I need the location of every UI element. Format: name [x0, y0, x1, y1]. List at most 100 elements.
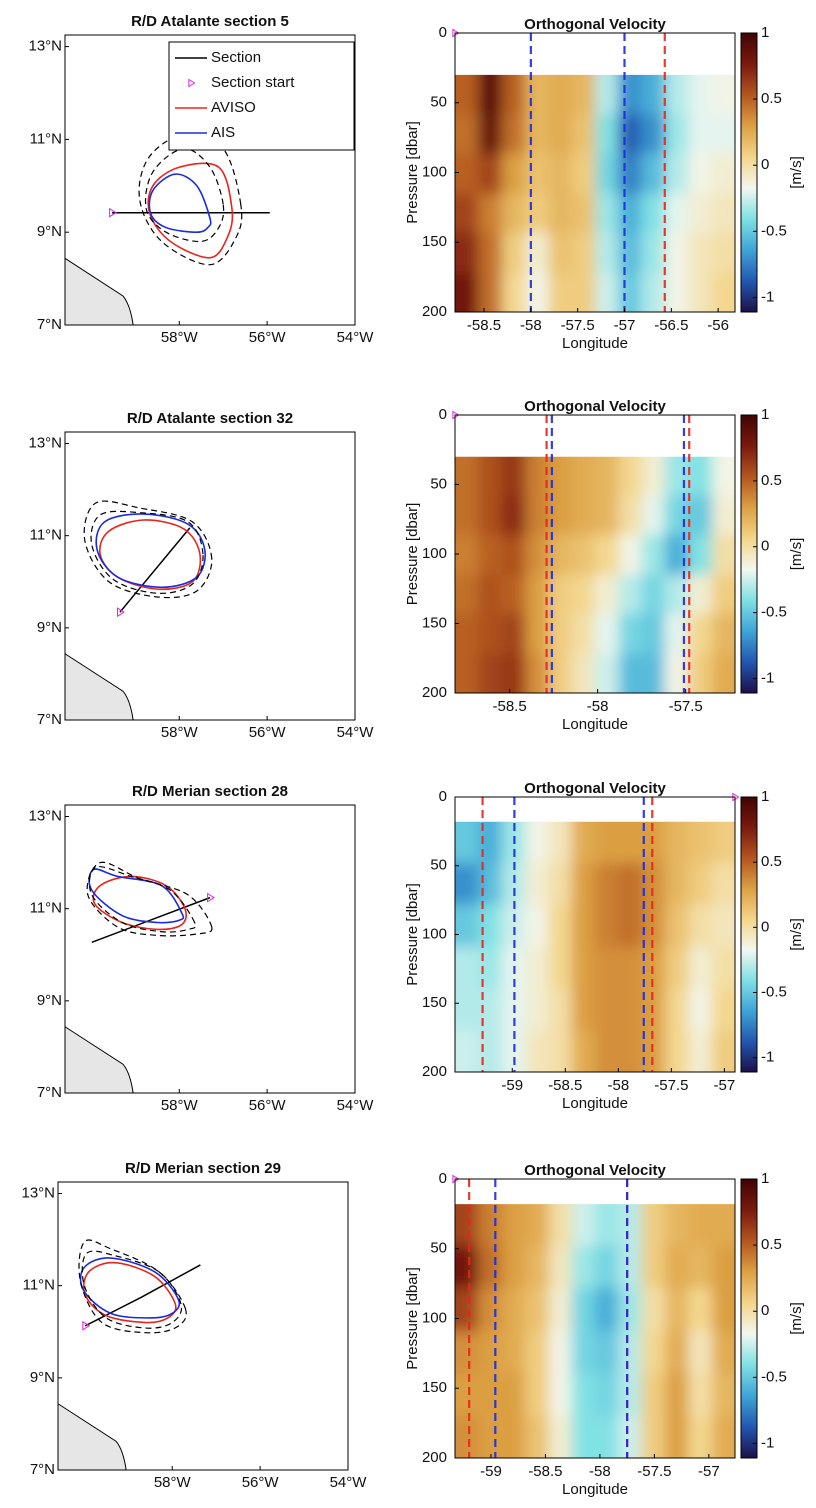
heatmap-cell — [548, 534, 572, 576]
heatmap-cell — [618, 654, 643, 694]
axes-frame — [64, 431, 356, 721]
y-tick-label: 7°N — [37, 711, 62, 728]
heatmap-cell — [688, 1204, 713, 1247]
heatmap-cell — [477, 1416, 503, 1458]
heatmap-cell — [641, 1287, 666, 1332]
heatmap-cell — [664, 113, 689, 154]
heatmap-cell — [571, 821, 596, 864]
y-tick-label: 11°N — [30, 900, 62, 917]
heatmap-cell — [500, 534, 526, 576]
heatmap-cell — [478, 74, 503, 115]
heatmap-cell — [641, 1245, 666, 1289]
colorbar-tick-label: 0 — [761, 156, 769, 173]
heatmap-cell — [571, 1287, 595, 1332]
axes-frame — [57, 1181, 349, 1471]
heatmap-cells — [455, 456, 735, 694]
heatmap-cell — [618, 574, 643, 615]
y-axis-label: Pressure [dbar] — [404, 883, 421, 986]
heatmap-cell — [712, 456, 735, 497]
heatmap-cell — [594, 456, 620, 497]
heatmap-cell — [712, 495, 735, 536]
heatmap-cell — [478, 193, 503, 233]
colorbar-tick-label: -0.5 — [761, 1368, 787, 1385]
heatmap-cell — [571, 654, 595, 694]
heatmap-cell — [688, 1287, 713, 1332]
y-tick-label: 50 — [430, 1240, 447, 1257]
heatmap-cell — [501, 863, 526, 905]
heatmap-cell — [571, 574, 595, 615]
map-title: R/D Merian section 28 — [132, 783, 288, 800]
x-tick-label: -57.5 — [669, 698, 703, 715]
heatmap-cell — [571, 1030, 596, 1072]
heatmap-cell — [712, 654, 735, 694]
heatmap-cell — [477, 613, 502, 655]
heatmap-cell — [618, 1245, 642, 1289]
heatmap-cell — [712, 1416, 735, 1458]
y-tick-label: 150 — [422, 1379, 447, 1396]
heatmap-cell — [594, 1416, 619, 1458]
heatmap-cell — [711, 193, 735, 233]
heatmap-cell — [688, 1372, 713, 1417]
heatmap-cell — [548, 232, 573, 274]
contour — [147, 162, 234, 259]
heatmap-cell — [548, 946, 573, 989]
heatmap-cell — [664, 495, 688, 536]
contour — [99, 519, 202, 591]
legend-label: Section start — [211, 74, 295, 91]
dashed-contour — [144, 148, 225, 243]
heatmap-cell — [617, 232, 642, 274]
heatmap-cell — [501, 1372, 526, 1417]
heatmap-cell — [548, 1030, 573, 1072]
heatmap-cell — [665, 1245, 689, 1289]
heatmap-cell — [455, 1287, 479, 1332]
x-tick-label: -58.5 — [492, 698, 526, 715]
map-panel: R/D Atalante section 32 58°W 56°W 54°W 7°N 9°… — [28, 410, 374, 741]
heatmap-cell — [478, 988, 503, 1032]
colorbar — [740, 1178, 758, 1459]
y-tick-label: 11°N — [30, 130, 62, 147]
colorbar-tick-label: 0 — [761, 1302, 769, 1319]
heatmap-cell — [618, 863, 643, 905]
heatmap-cell — [524, 1204, 550, 1247]
heatmap-cell — [572, 232, 596, 274]
y-tick-label: 0 — [439, 406, 447, 423]
heatmap-cell — [478, 1030, 503, 1072]
heatmap-cell — [571, 1416, 595, 1458]
heatmap-cell — [618, 534, 643, 576]
heatmap-cell — [688, 904, 713, 948]
heatmap-cell — [455, 1204, 479, 1247]
colorbar-tick-label: -0.5 — [761, 222, 787, 239]
heatmap-cell — [455, 904, 479, 948]
section-line — [91, 896, 211, 944]
heatmap-cell — [455, 232, 479, 274]
heatmap-cell — [594, 613, 620, 655]
heatmap-cell — [524, 1416, 550, 1458]
heatmap-cell — [501, 193, 526, 233]
heatmap-cells — [455, 74, 735, 312]
heatmap-cell — [688, 946, 713, 989]
heatmap-panel: -59 -58.5 -58 -57.5 -57 0 50 100 150 200 Orthogona… — [404, 1162, 805, 1498]
y-tick-label: 200 — [422, 303, 447, 320]
heatmap-cell — [618, 1331, 642, 1374]
colorbar-tick-label: 1 — [761, 406, 769, 423]
section-start — [117, 607, 125, 618]
legend-label: AVISO — [211, 99, 256, 116]
y-tick-label: 9°N — [37, 992, 62, 1009]
heatmap-cell — [617, 152, 642, 194]
heatmap-cell — [501, 74, 526, 115]
y-tick-label: 150 — [422, 233, 447, 250]
heatmap-cell — [711, 272, 735, 312]
heatmap-cell — [712, 574, 735, 615]
heatmap-cell — [501, 272, 526, 312]
colorbar-tick-label: 1 — [761, 788, 769, 805]
heatmap-cell — [501, 1204, 526, 1247]
heatmap-cell — [477, 1331, 503, 1374]
heatmap-cell — [618, 1030, 643, 1072]
heatmap-cell — [525, 495, 549, 536]
heatmap-cell — [548, 272, 573, 312]
x-tick-label: -58.5 — [467, 317, 501, 334]
x-tick-label: -57.5 — [654, 1077, 688, 1094]
heatmap-cell — [664, 456, 688, 497]
heatmap-cell — [665, 1287, 689, 1332]
